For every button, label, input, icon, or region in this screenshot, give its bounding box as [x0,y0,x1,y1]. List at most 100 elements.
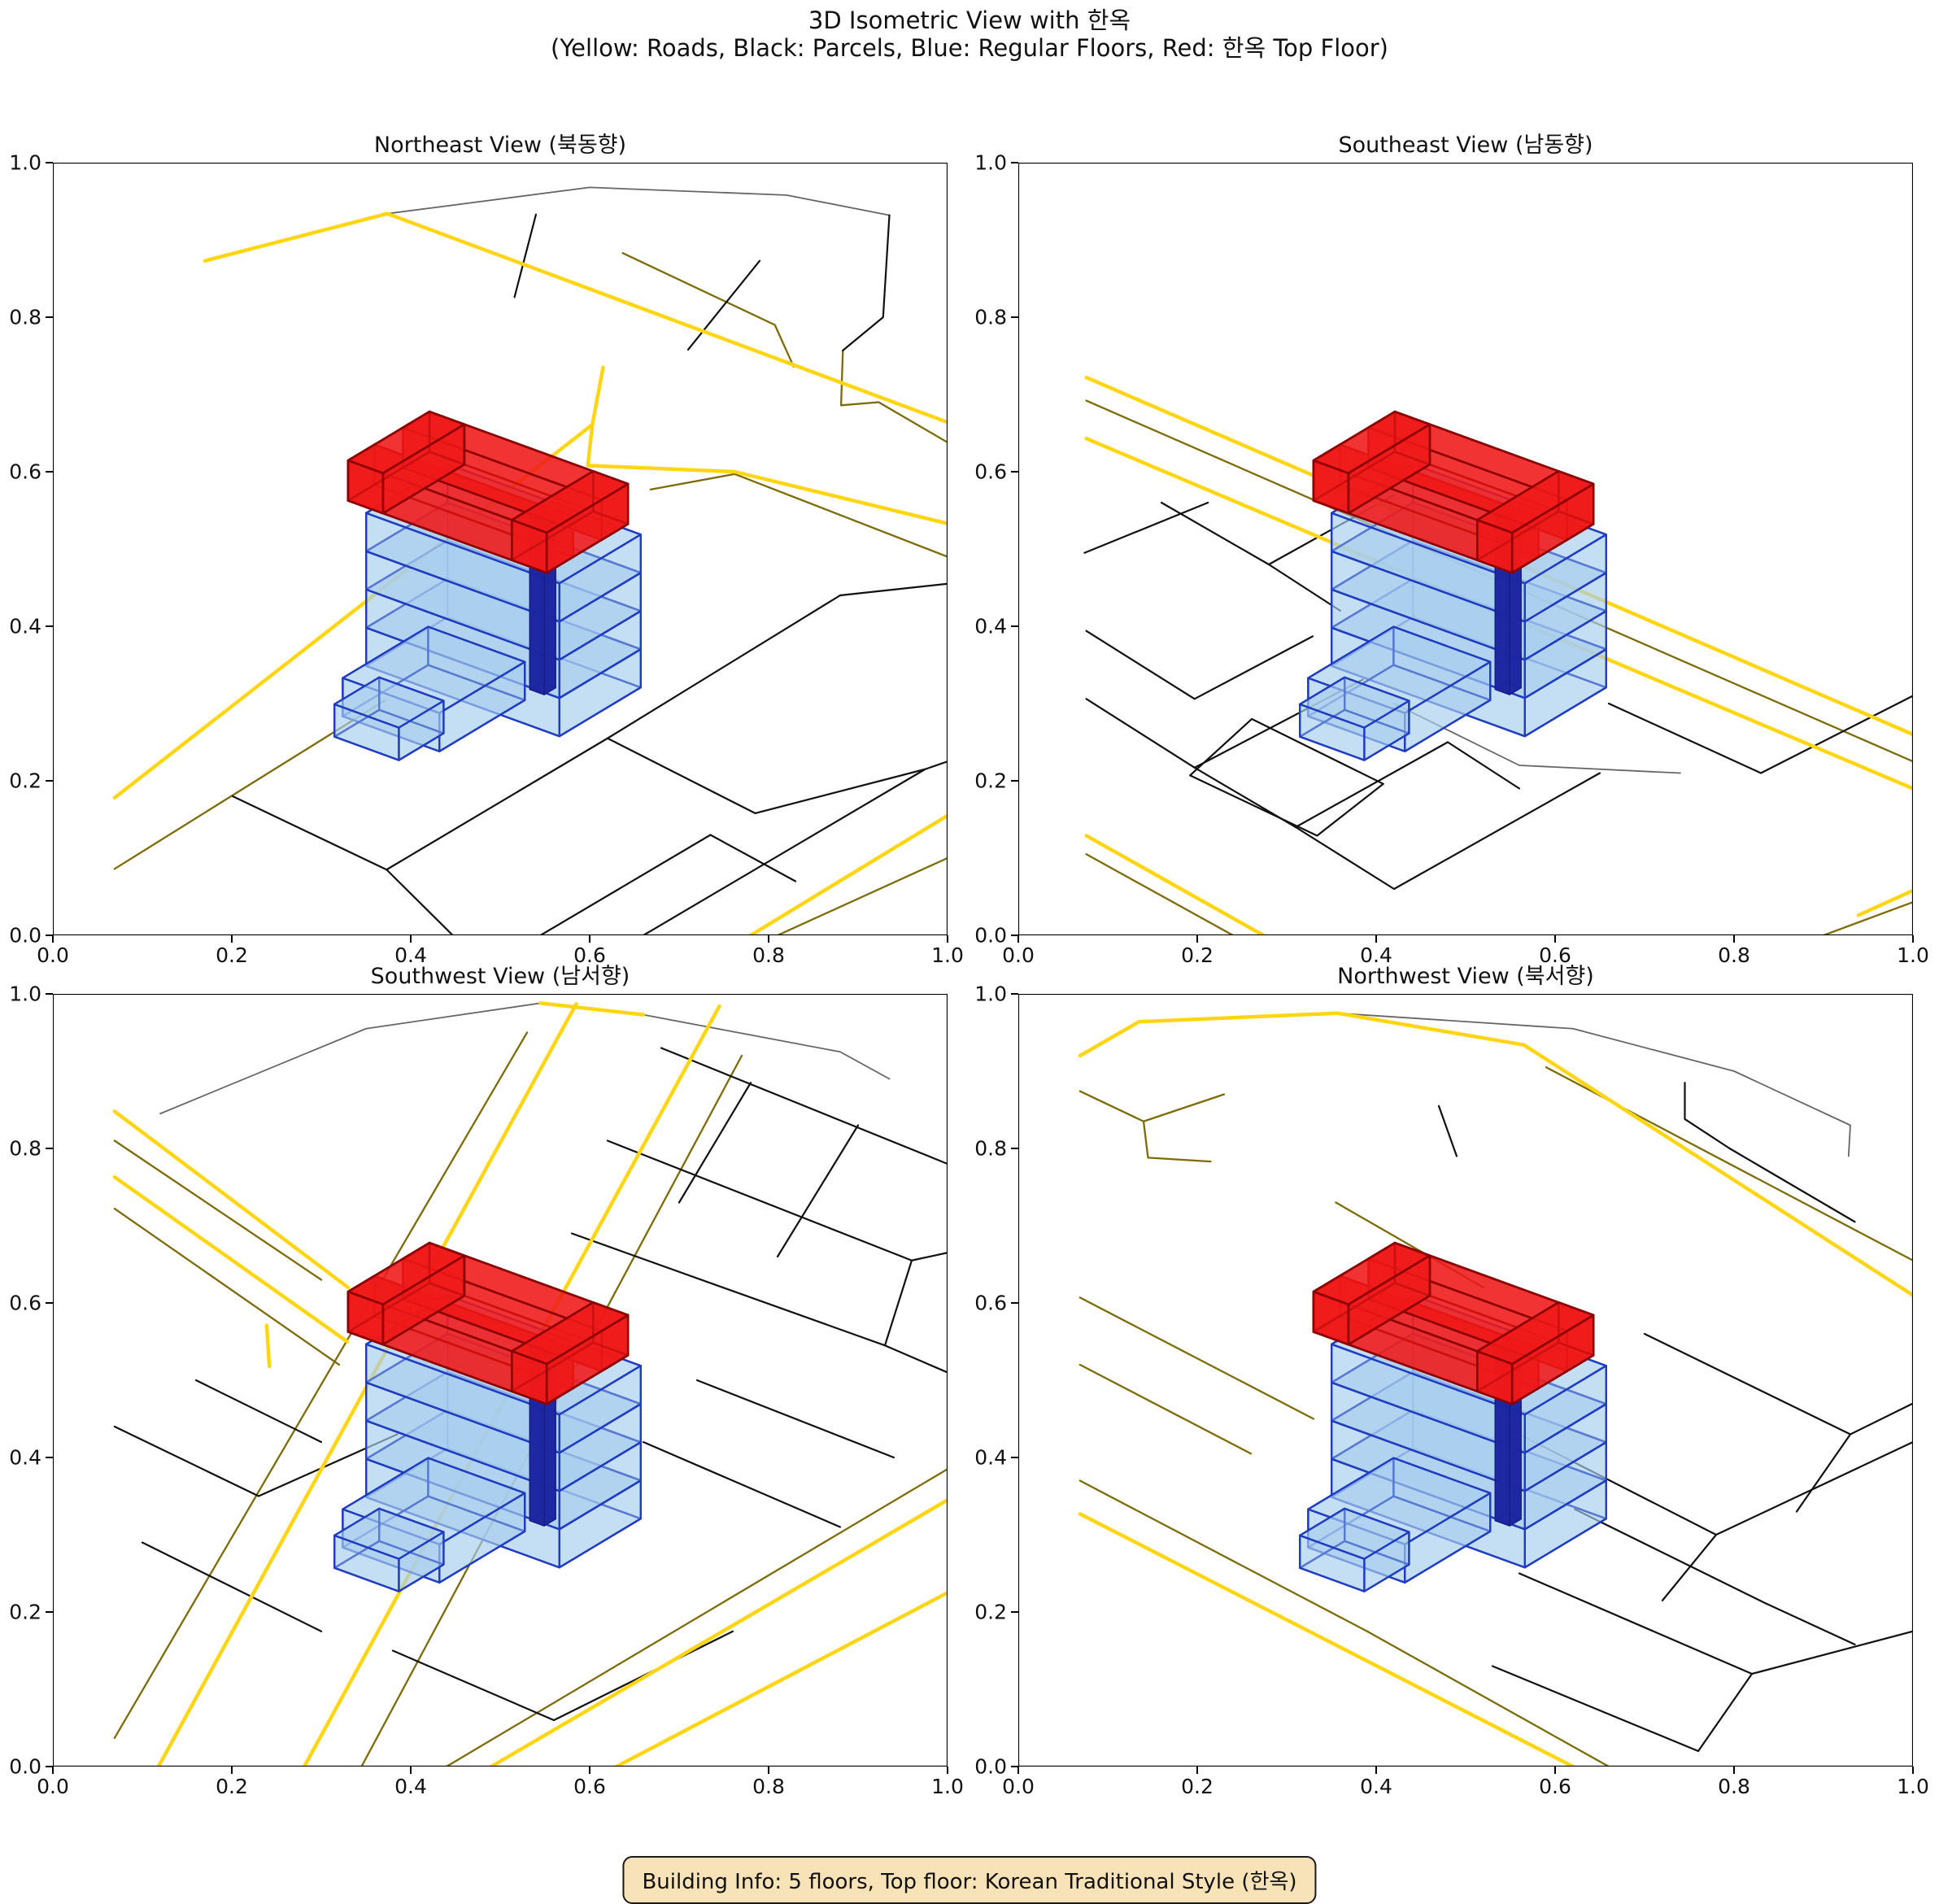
y-tick-label: 0.0 [9,923,41,948]
road-casing-line [113,1031,529,1739]
road-line [1078,1011,1526,1058]
y-tick-mark [46,780,53,782]
y-tick-mark [46,935,53,936]
parcel-line [883,1259,948,1374]
x-tick-label: 0.0 [37,943,69,967]
y-tick-mark [46,1611,53,1613]
x-tick-label: 0.6 [1539,943,1571,967]
y-tick-label: 0.2 [974,769,1007,793]
hanok-top-floor-face [1312,1241,1431,1306]
road-line [1856,888,1913,917]
parcel-line [660,1047,948,1165]
district-boundary-line [159,1002,542,1115]
x-tick-label: 0.4 [394,1775,427,1798]
road-line [386,211,948,425]
plot-area-northwest [1018,994,1913,1767]
building-floor-face [1299,1507,1410,1560]
building-info-badge: Building Info: 5 floors, Top floor: Kore… [622,1856,1317,1904]
parcel-line [232,795,454,935]
x-tick-label: 0.6 [1539,1775,1571,1798]
road-casing-line [1078,1479,1610,1767]
building-floor-face [342,625,526,714]
subplot-southeast: Southeast View (남동향) 0.0 0.0 0.2 0.2 0.4 0.4 0… [974,133,1929,967]
y-tick-label: 1.0 [9,982,41,1006]
parcel-line [1491,1665,1700,1753]
x-tick-mark [52,1767,54,1774]
y-tick-mark [1011,1457,1018,1458]
parcel-line [1607,695,1913,774]
parcel-line [1643,1332,1913,1436]
road-casing-line [113,1139,323,1281]
y-tick-label: 0.0 [9,1754,41,1779]
x-tick-mark [1017,1767,1019,1774]
x-tick-mark [768,1767,769,1774]
y-tick-mark [1011,625,1018,627]
road-casing-line [1078,1296,1315,1420]
x-tick-mark [1733,1767,1735,1774]
subplot-title-southeast: Southeast View (남동향) [1338,133,1593,158]
y-tick-mark [46,162,53,163]
parcel-line [754,760,948,815]
x-tick-label: 0.2 [216,1775,248,1798]
parcel-line [570,1232,887,1347]
y-tick-mark [46,1148,53,1149]
building-floor-face [342,1457,526,1545]
road-line [112,1174,350,1344]
road-line [1078,1512,1575,1767]
y-tick-mark [1011,1766,1018,1767]
x-tick-mark [947,935,948,943]
parcel-line [678,1082,752,1204]
parcel-line [1684,1082,1731,1150]
parcel-line [1728,1147,1856,1223]
y-tick-mark [1011,471,1018,473]
x-tick-label: 0.8 [752,1775,785,1798]
road-casing-line [776,856,948,935]
road-casing-line [113,1207,341,1366]
y-tick-label: 0.4 [974,1445,1007,1470]
y-tick-label: 0.8 [9,1136,41,1161]
subplot-title-northeast: Northeast View (북동향) [373,133,627,158]
district-boundary-line [1336,1012,1851,1157]
subplot-northeast: Northeast View (북동향) 0.0 0.0 0.2 0.2 0.4 0.4 0… [9,133,964,967]
building-floor-face [333,1507,445,1560]
y-tick-label: 0.2 [974,1600,1007,1624]
y-tick-label: 0.4 [9,614,41,638]
figure-title-line2: (Yellow: Roads, Black: Parcels, Blue: Re… [551,34,1388,63]
x-tick-mark [1375,935,1377,943]
road-line [1522,1043,1913,1297]
parcel-line [686,259,761,351]
x-tick-label: 0.4 [1360,1775,1392,1798]
parcel-line [1189,717,1384,837]
y-tick-label: 0.8 [974,1136,1007,1161]
road-casing-line [1078,1363,1253,1455]
x-tick-mark [589,935,590,943]
hanok-top-floor-face [510,470,630,534]
x-tick-mark [1017,935,1019,943]
x-tick-label: 0.8 [1718,1775,1750,1798]
y-tick-label: 1.0 [974,982,1007,1006]
x-tick-label: 0.4 [1360,943,1392,967]
y-tick-mark [46,471,53,473]
x-tick-label: 0.2 [216,943,248,967]
y-tick-label: 1.0 [9,150,41,175]
x-tick-label: 1.0 [1897,943,1929,967]
x-tick-label: 0.2 [1181,1775,1214,1798]
road-casing-line [1142,1120,1212,1163]
y-tick-mark [46,993,53,995]
road-line [590,365,605,427]
y-tick-mark [1011,316,1018,318]
x-tick-label: 0.8 [752,943,785,967]
x-tick-label: 1.0 [931,943,964,967]
hanok-top-floor-face [1475,470,1595,534]
y-tick-label: 0.6 [9,1291,41,1315]
y-tick-mark [1011,1611,1018,1613]
x-tick-label: 0.6 [573,943,606,967]
parcel-line [1085,630,1314,700]
subplot-southwest: Southwest View (남서향) 0.0 0.0 0.2 0.2 0.4 0.4 0… [9,964,964,1798]
x-tick-mark [231,1767,233,1774]
parcel-line [1574,1508,1856,1646]
x-tick-mark [52,935,54,943]
y-tick-mark [1011,935,1018,936]
road-casing-line [445,1468,948,1767]
parcel-line [1083,501,1209,554]
